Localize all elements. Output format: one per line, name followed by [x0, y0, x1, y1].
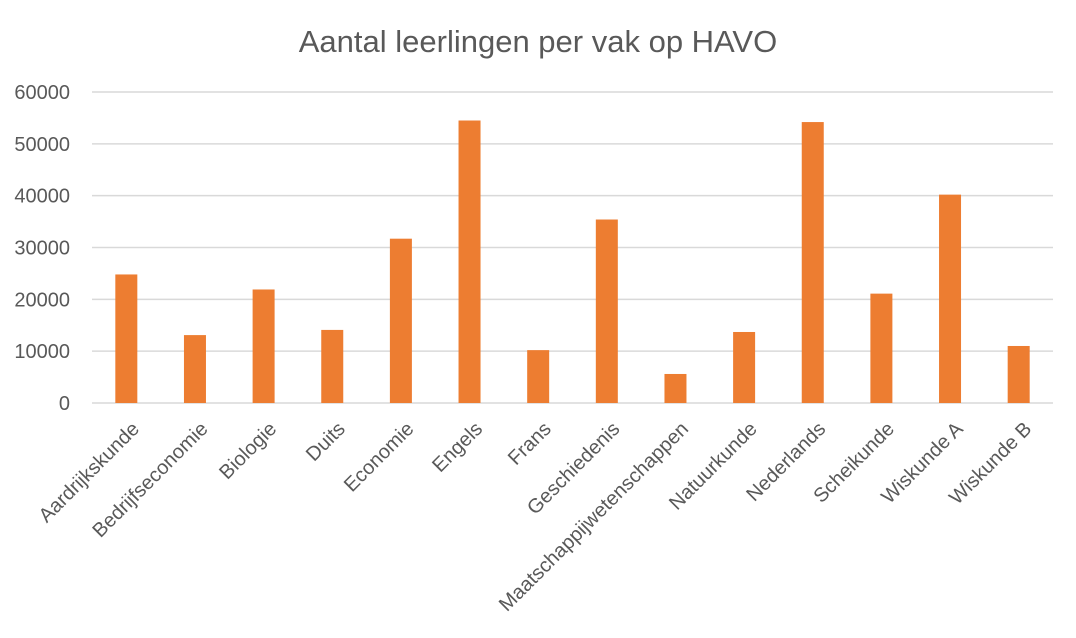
- x-category-label: Engels: [428, 418, 487, 477]
- y-tick-label: 0: [59, 393, 70, 415]
- bar: [939, 194, 962, 403]
- y-tick-label: 40000: [14, 186, 70, 208]
- bar: [733, 331, 756, 403]
- chart-title: Aantal leerlingen per vak op HAVO: [299, 24, 777, 59]
- y-tick-label: 30000: [14, 238, 70, 260]
- x-category-label: Biologie: [215, 418, 281, 484]
- gridlines: [92, 91, 1053, 404]
- bar: [801, 122, 824, 404]
- y-axis-tick-labels: 0 10000 20000 30000 40000 50000 60000: [14, 82, 70, 415]
- bar: [389, 238, 412, 403]
- x-category-label: Frans: [504, 418, 556, 470]
- bar: [321, 329, 344, 403]
- bar: [527, 350, 550, 403]
- y-tick-label: 60000: [14, 82, 70, 104]
- bar: [183, 335, 206, 403]
- bar: [870, 293, 893, 403]
- bar: [595, 219, 618, 403]
- bars: [115, 120, 1030, 404]
- bar: [1007, 345, 1030, 403]
- bar: [664, 373, 687, 403]
- y-tick-label: 50000: [14, 134, 70, 156]
- bar: [252, 289, 275, 403]
- y-tick-label: 20000: [14, 289, 70, 311]
- x-category-label: Duits: [302, 418, 350, 466]
- bar: [458, 120, 481, 403]
- y-tick-label: 10000: [14, 341, 70, 363]
- x-category-label: Economie: [340, 418, 418, 496]
- x-category-label: Bedrijfseconomie: [88, 418, 212, 542]
- bar: [115, 274, 138, 403]
